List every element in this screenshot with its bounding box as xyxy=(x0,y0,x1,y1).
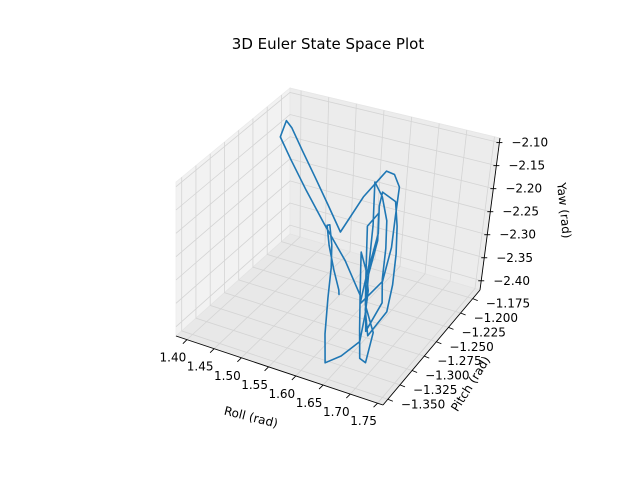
x-tick xyxy=(291,375,297,381)
x-tick-label: 1.75 xyxy=(350,414,377,428)
y-tick-label: −1.175 xyxy=(486,297,530,311)
x-tick xyxy=(182,339,188,344)
z-gridline xyxy=(175,91,500,187)
x-tick xyxy=(373,402,378,408)
x-tick-label: 1.45 xyxy=(187,360,214,374)
z-tick-label: −2.30 xyxy=(499,228,536,242)
z-axis-line xyxy=(479,137,501,291)
data-series xyxy=(279,119,401,364)
z-tick-label: −2.40 xyxy=(493,274,530,288)
y-axis-line xyxy=(382,289,481,406)
y-tick xyxy=(399,384,406,388)
y-tick-label: −1.225 xyxy=(461,325,505,339)
y-tick xyxy=(387,398,394,402)
z-gridline xyxy=(175,114,497,211)
x-tick xyxy=(264,366,269,372)
x-tick-label: 1.50 xyxy=(214,369,241,383)
y-tick xyxy=(448,326,454,330)
x-tick-label: 1.40 xyxy=(160,351,187,365)
y-tick xyxy=(424,355,430,359)
x-tick-label: 1.55 xyxy=(241,378,268,392)
x-tick xyxy=(209,348,215,354)
grid-lines xyxy=(175,90,500,404)
y-tick-label: −1.300 xyxy=(425,369,469,383)
y-tick-label: −1.250 xyxy=(449,340,493,354)
z-gridline xyxy=(175,180,488,281)
axis-lines xyxy=(175,137,501,406)
tick-marks xyxy=(182,142,503,408)
x-tick-label: 1.60 xyxy=(268,387,295,401)
z-tick-label: −2.25 xyxy=(502,205,539,219)
y-tick-label: −1.200 xyxy=(474,311,518,325)
y-tick xyxy=(460,312,466,316)
chart-title: 3D Euler State Space Plot xyxy=(232,35,425,53)
y-tick-label: −1.325 xyxy=(413,383,457,397)
tick-labels: 1.401.451.501.551.601.651.701.75−1.350−1… xyxy=(160,136,549,429)
y-tick-label: −1.350 xyxy=(401,397,445,411)
z-tick-label: −2.20 xyxy=(505,182,542,196)
y-tick xyxy=(472,298,478,302)
x-tick-label: 1.65 xyxy=(296,396,323,410)
y-tick xyxy=(411,370,418,373)
y-tick-label: −1.275 xyxy=(437,354,481,368)
y-tick xyxy=(436,341,442,345)
z-gridline xyxy=(175,224,482,327)
x-axis-line xyxy=(175,335,384,406)
z-tick-label: −2.35 xyxy=(496,251,533,265)
z-tick-label: −2.10 xyxy=(511,136,548,150)
z-tick-label: −2.15 xyxy=(508,159,545,173)
x-tick-label: 1.70 xyxy=(323,405,350,419)
x-tick xyxy=(318,384,324,390)
x-tick xyxy=(345,393,351,399)
x-tick xyxy=(237,357,242,363)
trajectory-line xyxy=(279,119,401,364)
z-gridline xyxy=(175,136,494,234)
z-gridline xyxy=(175,202,485,304)
z-axis-label: Yaw (rad) xyxy=(554,181,574,239)
